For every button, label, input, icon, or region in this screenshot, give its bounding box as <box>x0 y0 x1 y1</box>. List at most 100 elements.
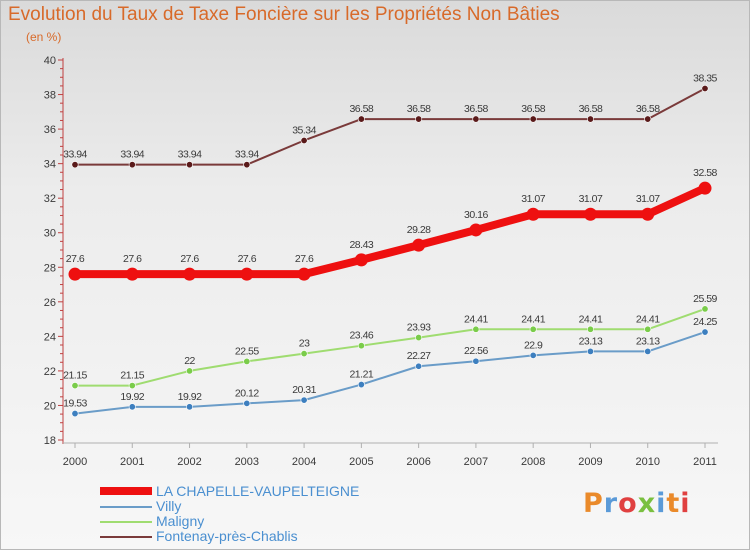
legend-label: Fontenay-près-Chablis <box>156 528 298 544</box>
data-label: 38.35 <box>693 73 717 85</box>
data-label: 27.6 <box>180 253 199 265</box>
legend-label: LA CHAPELLE-VAUPELTEIGNE <box>156 483 360 499</box>
data-label: 31.07 <box>579 193 603 205</box>
data-label: 22.9 <box>524 339 543 351</box>
data-label: 21.21 <box>349 369 373 381</box>
x-tick-label: 2009 <box>578 456 602 468</box>
x-tick-label: 2007 <box>464 456 488 468</box>
data-point <box>243 399 251 407</box>
chart-axes: 18 20 22 24 26 28 30 32 34 36 38 40 2000 2001 2002 2003… <box>44 55 718 468</box>
data-label: 33.94 <box>120 149 144 161</box>
x-tick-label: 2004 <box>292 456 316 468</box>
data-point <box>128 382 136 390</box>
data-point <box>357 342 365 350</box>
data-point <box>529 351 537 359</box>
y-tick-label: 26 <box>44 297 56 309</box>
y-tick-label: 38 <box>44 90 56 102</box>
data-label: 33.94 <box>235 149 259 161</box>
data-point <box>300 396 308 404</box>
data-point <box>412 238 426 252</box>
data-point <box>472 325 480 333</box>
data-point <box>186 161 194 169</box>
data-label: 23.46 <box>349 330 373 342</box>
data-point <box>357 381 365 389</box>
legend-swatch <box>100 521 152 523</box>
data-point <box>186 403 194 411</box>
legend-label: Villy <box>156 498 182 514</box>
data-point <box>128 161 136 169</box>
data-label: 23.93 <box>407 322 431 334</box>
legend-swatch <box>100 487 152 495</box>
y-tick-label: 40 <box>44 55 56 67</box>
data-label: 35.34 <box>292 124 316 136</box>
data-point <box>586 115 594 123</box>
data-label: 31.07 <box>521 193 545 205</box>
series-layer: 33.94 33.94 33.94 33.94 35.34 36.58 36.58 36.58… <box>63 73 718 418</box>
series-group: 21.15 21.15 22 22.55 23 23.46 23.93 24.41 24.41 2… <box>63 293 718 390</box>
data-point <box>71 382 79 390</box>
data-point <box>68 267 82 281</box>
data-point <box>357 115 365 123</box>
x-tick-label: 2008 <box>521 456 545 468</box>
series-group: 33.94 33.94 33.94 33.94 35.34 36.58 36.58 36.58… <box>63 73 718 169</box>
series-group: 27.6 27.6 27.6 27.6 27.6 28.43 29.28 30.16 31.07… <box>66 167 718 281</box>
data-label: 19.92 <box>178 391 202 403</box>
data-point <box>526 207 540 221</box>
brand-logo: Proxiti <box>583 488 691 519</box>
data-label: 20.31 <box>292 384 316 396</box>
y-tick-label: 20 <box>44 400 56 412</box>
data-label: 24.41 <box>464 313 488 325</box>
x-tick-label: 2006 <box>406 456 430 468</box>
data-point <box>701 328 709 336</box>
chart-title: Evolution du Taux de Taxe Foncière sur l… <box>8 4 560 25</box>
series-line <box>71 184 709 279</box>
data-point <box>698 181 712 195</box>
series-line <box>74 331 706 415</box>
x-tick-label: 2005 <box>349 456 373 468</box>
data-label: 24.41 <box>521 313 545 325</box>
data-point <box>469 223 483 237</box>
y-tick-label: 36 <box>44 124 56 136</box>
data-label: 28.43 <box>349 239 373 251</box>
data-point <box>701 85 709 93</box>
data-point <box>243 357 251 365</box>
data-label: 27.6 <box>295 253 314 265</box>
data-label: 36.58 <box>636 103 660 115</box>
data-label: 21.15 <box>63 370 87 382</box>
x-tick-label: 2000 <box>63 456 87 468</box>
data-label: 36.58 <box>464 103 488 115</box>
y-tick-label: 24 <box>44 331 56 343</box>
data-point <box>71 161 79 169</box>
data-label: 27.6 <box>238 253 257 265</box>
data-point <box>529 115 537 123</box>
data-label: 27.6 <box>66 253 85 265</box>
data-label: 23.13 <box>579 335 603 347</box>
x-tick-label: 2002 <box>177 456 201 468</box>
data-label: 27.6 <box>123 253 142 265</box>
data-label: 36.58 <box>349 103 373 115</box>
data-point <box>529 325 537 333</box>
data-point <box>415 334 423 342</box>
data-point <box>644 115 652 123</box>
y-tick-label: 34 <box>44 159 56 171</box>
data-label: 22.55 <box>235 345 259 357</box>
data-point <box>472 357 480 365</box>
data-label: 23.13 <box>636 335 660 347</box>
data-label: 22.56 <box>464 345 488 357</box>
data-label: 36.58 <box>407 103 431 115</box>
data-point <box>701 305 709 313</box>
legend-label: Maligny <box>156 513 205 529</box>
data-label: 19.92 <box>120 391 144 403</box>
data-point <box>644 347 652 355</box>
data-label: 24.41 <box>579 313 603 325</box>
data-label: 33.94 <box>178 149 202 161</box>
data-label: 25.59 <box>693 293 717 305</box>
series-group: 19.53 19.92 19.92 20.12 20.31 21.21 22.27 22.56… <box>63 316 718 418</box>
data-label: 22.27 <box>407 350 431 362</box>
data-label: 36.58 <box>521 103 545 115</box>
y-tick-label: 22 <box>44 366 56 378</box>
legend-swatch <box>100 536 152 538</box>
data-point <box>641 207 655 221</box>
data-label: 32.58 <box>693 167 717 179</box>
unit-label: (en %) <box>26 30 62 44</box>
